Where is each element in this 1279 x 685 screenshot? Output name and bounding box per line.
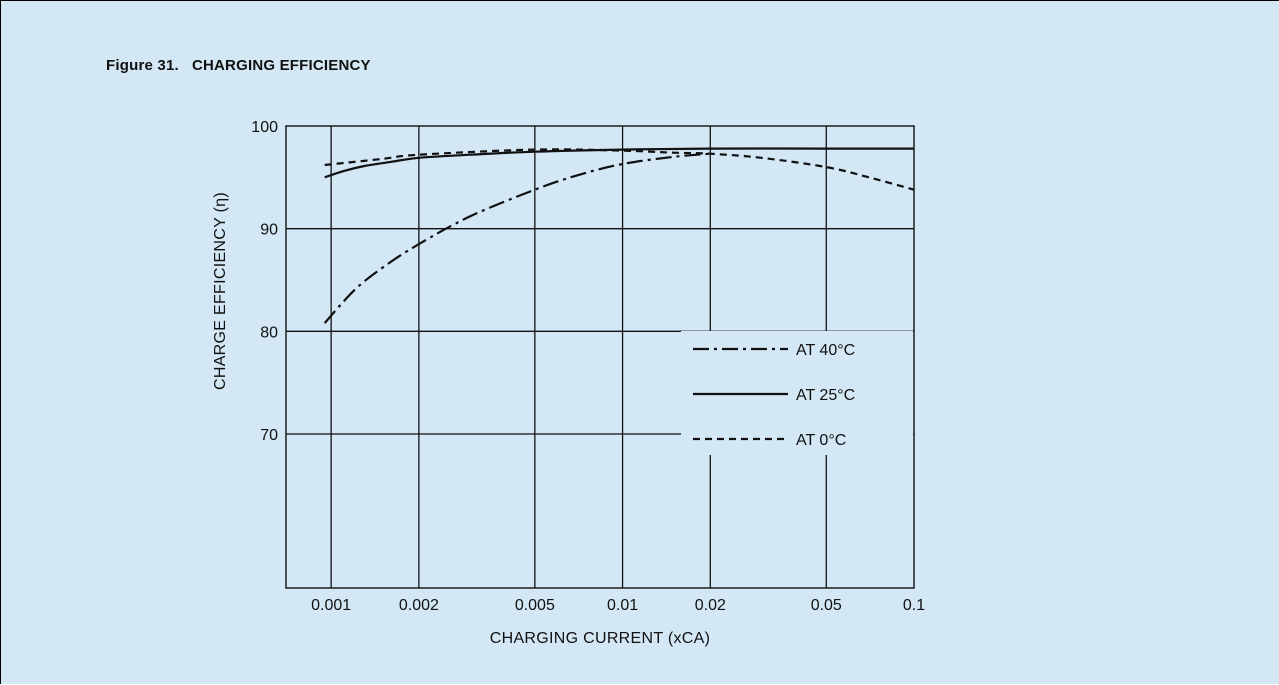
- x-tick-label: 0.01: [607, 597, 638, 614]
- legend: AT 40°C AT 25°C AT 0°C: [681, 331, 913, 455]
- y-tick-labels: 100 90 80 70: [251, 119, 278, 444]
- y-tick-label: 90: [260, 222, 278, 239]
- figure-title: Figure 31. CHARGING EFFICIENCY: [106, 57, 371, 74]
- x-axis-title: CHARGING CURRENT (xCA): [490, 630, 711, 647]
- x-tick-label: 0.005: [515, 597, 555, 614]
- legend-label: AT 40°C: [796, 342, 855, 359]
- series-line-dashdot: [323, 152, 711, 324]
- x-tick-label: 0.05: [811, 597, 842, 614]
- legend-label: AT 25°C: [796, 387, 855, 404]
- y-tick-label: 100: [251, 119, 278, 136]
- x-tick-label: 0.1: [903, 597, 925, 614]
- y-tick-label: 70: [260, 427, 278, 444]
- series-line-solid: [324, 147, 914, 179]
- series-line-dashed: [324, 148, 915, 191]
- x-tick-label: 0.02: [695, 597, 726, 614]
- plot-frame: [285, 125, 915, 589]
- x-tick-label: 0.001: [311, 597, 351, 614]
- series-layer: [323, 147, 915, 324]
- x-tick-labels: 0.001 0.002 0.005 0.01 0.02 0.05 0.1: [311, 597, 925, 614]
- y-axis-title: CHARGE EFFICIENCY (η): [212, 192, 229, 390]
- y-tick-label: 80: [260, 324, 278, 341]
- legend-label: AT 0°C: [796, 432, 846, 449]
- x-tick-label: 0.002: [399, 597, 439, 614]
